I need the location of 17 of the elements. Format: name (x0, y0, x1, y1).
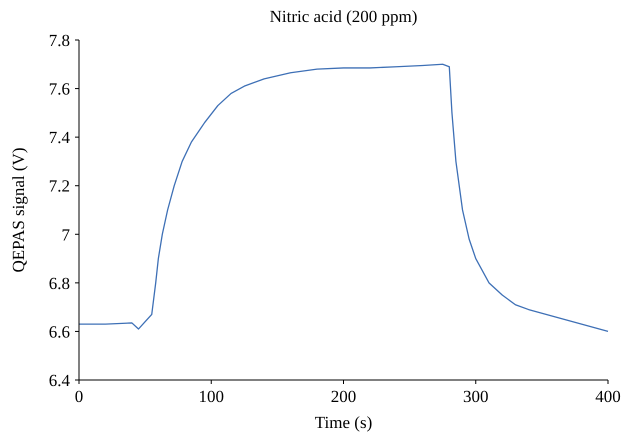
y-tick-label: 6.6 (48, 322, 70, 342)
x-axis-title: Time (s) (314, 413, 372, 432)
x-tick-label: 100 (198, 387, 224, 406)
y-tick-label: 7.8 (48, 31, 70, 50)
y-tick-label: 7 (62, 225, 70, 244)
y-tick-label: 7.6 (48, 80, 70, 99)
x-tick-label: 400 (595, 387, 621, 406)
x-tick-label: 200 (330, 387, 356, 406)
x-tick-label: 300 (463, 387, 488, 406)
y-tick-label: 7.2 (48, 176, 70, 196)
y-tick-label: 6.8 (48, 274, 70, 293)
y-tick-label: 7.4 (48, 128, 70, 148)
y-tick-label: 6.4 (48, 371, 70, 390)
chart-title: Nitric acid (200 ppm) (270, 7, 418, 26)
line-series (78, 64, 609, 332)
x-tick-label: 0 (74, 387, 84, 406)
y-axis-title: QEPAS signal (V) (9, 148, 28, 272)
